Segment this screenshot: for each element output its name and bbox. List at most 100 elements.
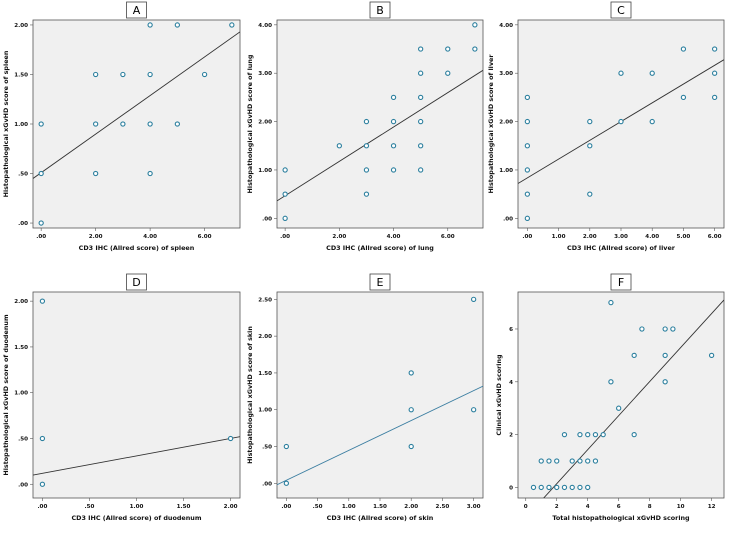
data-point-a [38,220,44,226]
y-tick-label-a: 1.50 [14,72,28,78]
y-tick-label-d: 2.00 [14,299,28,305]
y-tick-label-e: .50 [262,445,272,451]
y-tick-label-e: 1.50 [258,371,272,377]
data-point-d [227,435,234,442]
x-tick-label-b: .00 [280,234,290,240]
data-point-a [201,71,208,78]
panel-c: C .00 1.00 2.00 3.00 4.00 5.00 6.00 .00 1.00 2.00 3… [487,1,725,252]
data-point-b [418,70,424,76]
data-point-a [229,22,235,28]
data-point-f [546,484,552,491]
y-tick-label-b: 3.00 [258,71,272,77]
data-point-c [618,70,624,76]
data-point-a [147,170,153,177]
data-point-f [592,458,599,464]
data-point-c [680,46,687,52]
x-tick-label-e: 1.00 [342,504,356,510]
data-point-b [445,70,451,76]
data-point-f [538,484,544,491]
x-tick-label-d: .50 [84,504,94,510]
x-tick-label-b: 4.00 [387,234,401,240]
y-tick-label-f: 0 [509,485,513,491]
data-point-f [662,379,668,385]
data-point-f [592,431,599,438]
panel-label-box-b [369,1,391,19]
fit-line-a [33,31,240,179]
y-tick-label-c: .00 [503,216,513,222]
data-point-b [418,118,424,125]
panel-a: A .00 2.00 4.00 6.00 .00 .50 1.00 1.50 2.00 CD3 IH… [2,1,241,252]
data-point-e [283,480,290,486]
y-tick-label-f: 2 [509,433,513,439]
y-tick-label-d: 1.50 [14,345,28,351]
x-tick-label-d: 1.50 [177,504,191,510]
data-point-b [472,22,478,28]
x-tick-label-c: 2.00 [583,234,597,240]
panel-b: B .00 2.00 4.00 6.00 .00 1.00 2.00 3.00 4.00 CD3 I… [246,1,484,252]
data-point-b [418,167,424,173]
x-tick-label-c: 5.00 [677,234,691,240]
x-tick-label-a: 2.00 [89,234,103,240]
data-point-f [577,458,583,464]
data-point-b [472,46,478,52]
data-point-d [39,435,46,442]
data-point-a [147,121,153,127]
data-point-e [283,443,290,450]
x-tick-label-a: .00 [36,234,46,240]
x-tick-label-c: 1.00 [552,234,566,240]
data-point-e [470,407,477,413]
x-tick-label-c: 3.00 [614,234,628,240]
x-tick-label-a: 6.00 [198,234,212,240]
x-tick-label-a: 4.00 [143,234,157,240]
data-point-b [282,167,288,173]
data-point-a [120,71,126,78]
y-tick-label-b: 1.00 [258,168,272,174]
panel-label-box-d [126,273,147,291]
data-point-f [608,299,614,306]
data-point-b [390,167,397,173]
x-tick-label-d: 1.00 [130,504,144,510]
data-point-c [524,94,531,101]
y-tick-label-d: 1.00 [14,391,28,397]
data-point-b [282,191,288,197]
x-axis-title-a: CD3 IHC (Allred score) of spleen [79,244,195,252]
y-axis-title-e: Histopathological xGvHD score of skin [246,326,254,464]
y-tick-label-d: .00 [18,482,28,488]
data-point-a [92,170,99,177]
y-tick-label-e: 2.00 [258,334,272,340]
x-tick-label-d: .00 [37,504,47,510]
data-point-f [600,431,606,438]
data-point-c [680,94,687,101]
x-tick-label-e: 2.50 [436,504,450,510]
data-point-d [39,298,46,304]
y-axis-title-f: Clinical xGvHD scoring [495,354,503,436]
data-point-b [336,143,342,149]
data-point-b [390,143,397,149]
plot-area-f [517,291,725,499]
y-tick-label-b: 4.00 [258,23,272,29]
data-point-c [711,94,718,101]
data-point-f [569,458,575,464]
data-point-c [711,70,718,76]
y-tick-label-c: 1.00 [499,168,513,174]
data-point-a [92,71,99,78]
y-tick-label-a: .00 [18,221,28,227]
x-tick-label-c: 4.00 [645,234,659,240]
data-point-c [524,191,531,197]
data-point-a [38,121,44,127]
panel-letter-d: D [132,276,140,289]
data-point-f [577,431,583,438]
y-tick-label-c: 4.00 [499,23,513,29]
plot-area-b [276,19,484,229]
data-point-c [524,143,531,149]
y-axis-title-a: Histopathological xGvHD score of spleen [2,50,10,197]
y-tick-label-f: 4 [509,380,513,386]
data-point-b [282,215,288,221]
panel-label-box-c [610,1,632,19]
panel-e: E .00 .50 1.00 1.50 2.00 2.50 3.00 .00 .50 1.00 1.5… [246,273,484,522]
data-point-c [618,118,624,125]
fit-line-b [277,69,483,202]
data-point-f [585,431,591,438]
panel-label-box-e [369,273,391,291]
